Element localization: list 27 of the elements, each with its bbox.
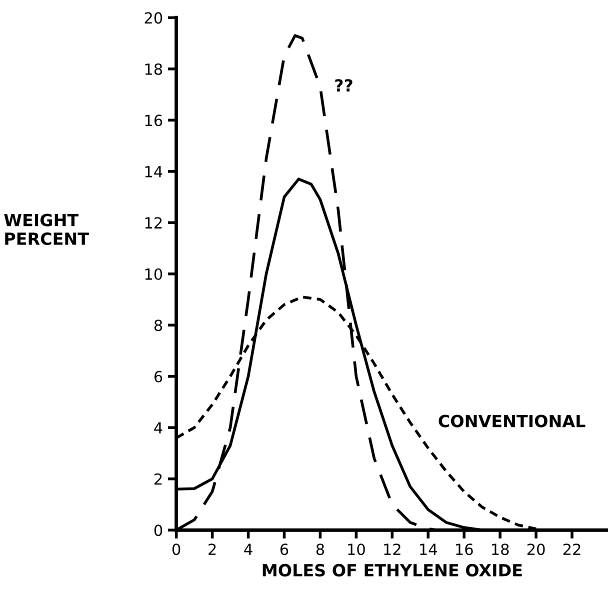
- series-label: ??: [335, 79, 352, 92]
- x-axis-title: MOLES OF ETHYLENE OXIDE: [262, 564, 522, 577]
- x-tick-label: 18: [492, 544, 509, 556]
- x-tick-label: 2: [208, 544, 216, 555]
- x-tick-label: 4: [244, 544, 252, 555]
- y-tick-label: 20: [144, 12, 162, 24]
- y-tick-label: 14: [145, 166, 162, 178]
- y-tick-label: 16: [145, 114, 162, 126]
- x-tick-label: 6: [280, 544, 288, 556]
- y-tick-label: 10: [145, 268, 162, 280]
- y-tick-label: 18: [145, 63, 162, 75]
- x-tick-label: 12: [384, 544, 400, 555]
- x-tick-label: 8: [316, 544, 324, 556]
- x-tick-label: 10: [348, 544, 365, 556]
- y-tick-label: 6: [154, 370, 162, 382]
- y-tick-label: 0: [154, 524, 162, 536]
- series-label: CONVENTIONAL: [438, 414, 586, 428]
- x-tick-label: 22: [563, 544, 580, 555]
- x-tick-label: 0: [172, 544, 180, 556]
- y-tick-label: 12: [145, 217, 162, 228]
- y-axis-title: WEIGHT PERCENT: [4, 214, 89, 246]
- x-tick-label: 16: [456, 544, 473, 556]
- x-tick-label: 14: [420, 544, 437, 555]
- x-tick-label: 20: [527, 544, 545, 556]
- y-tick-label: 8: [154, 320, 162, 332]
- y-tick-label: 2: [154, 473, 162, 485]
- y-tick-label: 4: [154, 422, 162, 434]
